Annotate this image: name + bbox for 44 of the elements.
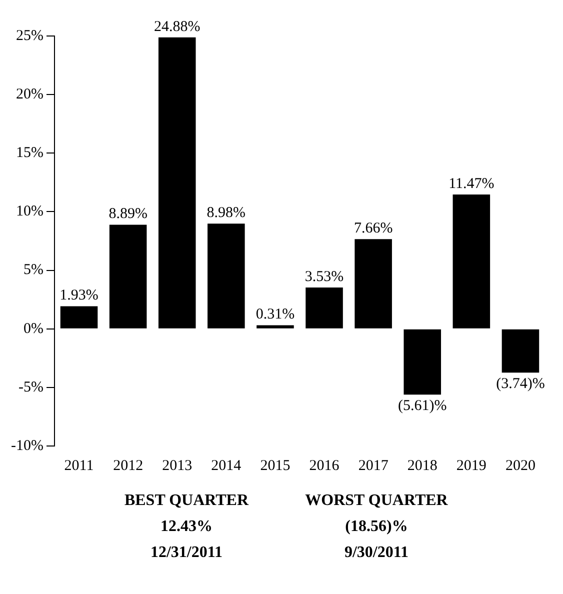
x-tick-label: 2020 xyxy=(505,458,536,474)
bar xyxy=(109,224,147,328)
text: BEST QUARTER xyxy=(123,492,250,510)
data-label: 3.53% xyxy=(304,268,344,285)
y-tick-label: 25% xyxy=(16,28,44,44)
data-label: 24.88% xyxy=(154,18,200,35)
data-label: (5.61)% xyxy=(398,398,447,414)
text: (18.56)% xyxy=(344,518,409,536)
x-tick-label: 2015 xyxy=(260,458,290,474)
data-label: 11.47% xyxy=(448,176,494,192)
x-tick-label: 2011 xyxy=(64,458,94,474)
x-tick-label: 2016 xyxy=(309,458,340,474)
y-tick-label: -10% xyxy=(10,438,44,454)
bar xyxy=(306,288,343,328)
x-tick-label: 2017 xyxy=(358,458,389,474)
data-label: 0.31% xyxy=(256,306,295,323)
y-tick-label: 20% xyxy=(16,86,44,103)
text: WORST QUARTER xyxy=(304,492,449,510)
text: 12/31/2011 xyxy=(149,544,224,562)
bar xyxy=(452,194,490,328)
x-tick-label: 2018 xyxy=(407,458,438,474)
bar xyxy=(208,224,245,328)
x-tick-label: 2013 xyxy=(162,458,192,474)
data-label: 8.98% xyxy=(206,205,246,222)
y-tick-label: 15% xyxy=(16,145,44,162)
text: 9/30/2011 xyxy=(343,544,410,562)
data-label: (3.74)% xyxy=(496,376,545,392)
bar xyxy=(404,329,442,395)
bar xyxy=(256,325,294,328)
bar xyxy=(60,306,98,328)
y-tick-label: 0% xyxy=(23,320,44,337)
bar xyxy=(354,239,392,328)
bar xyxy=(158,37,196,328)
data-label: 8.89% xyxy=(108,206,148,222)
bar xyxy=(502,329,540,373)
x-tick-label: 2019 xyxy=(456,458,486,474)
data-label: 7.66% xyxy=(354,220,393,237)
y-tick-label: 5% xyxy=(23,262,44,278)
text: 12.43% xyxy=(160,518,214,536)
x-tick-label: 2014 xyxy=(211,458,242,474)
data-label: 1.93% xyxy=(60,288,98,304)
x-tick-label: 2012 xyxy=(113,458,144,474)
y-tick-label: 10% xyxy=(16,204,44,220)
y-tick-label: -5% xyxy=(18,379,44,396)
